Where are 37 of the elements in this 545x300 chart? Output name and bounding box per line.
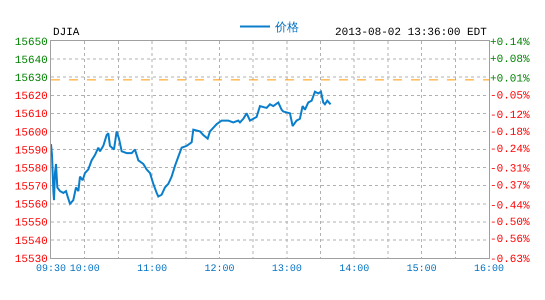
- y-tick-label: 15640: [14, 54, 48, 67]
- x-tick-label: 13:00: [272, 264, 302, 275]
- y-tick-label: 15650: [14, 36, 48, 49]
- y2-tick-label: -0.63%: [490, 254, 530, 266]
- y2-tick-label: -0.18%: [490, 127, 530, 140]
- x-tick-label: 10:00: [70, 264, 100, 275]
- x-tick-label: 15:00: [406, 264, 437, 275]
- y-tick-label: 15600: [14, 127, 48, 140]
- y2-tick-label: +0.14%: [490, 36, 530, 49]
- y-tick-label: 15540: [14, 236, 48, 248]
- chart-subtitle: 2013-08-02 13:36:00 EDT: [335, 27, 488, 39]
- y2-tick-label: -0.44%: [490, 200, 530, 212]
- y2-tick-label: +0.01%: [490, 73, 530, 86]
- y-tick-label: 15590: [14, 145, 48, 158]
- chart-title: DJIA: [53, 27, 80, 39]
- legend-label: 价格: [274, 20, 299, 34]
- line-series: [51, 90, 332, 205]
- y2-tick-label: -0.50%: [490, 217, 530, 230]
- y-tick-label: 15610: [14, 109, 48, 122]
- x-tick-label: 14:00: [339, 264, 370, 275]
- y-tick-label: 15560: [14, 200, 48, 212]
- y-tick-label: 15620: [14, 91, 48, 104]
- y-tick-label: 15580: [14, 163, 48, 176]
- y2-tick-label: -0.12%: [490, 110, 530, 122]
- y2-tick-label: -0.37%: [490, 180, 530, 193]
- x-tick-label: 12:00: [204, 264, 234, 275]
- y-tick-label: 15550: [14, 218, 48, 230]
- x-tick-label: 11:00: [137, 264, 168, 275]
- y-tick-label: 15630: [14, 73, 48, 86]
- x-tick-label: 16:00: [474, 264, 504, 275]
- y2-tick-label: -0.05%: [490, 90, 530, 102]
- y2-tick-label: -0.24%: [490, 144, 530, 156]
- y2-tick-label: +0.08%: [490, 54, 530, 66]
- y2-tick-label: -0.31%: [490, 164, 530, 176]
- x-tick-label: 09:30: [36, 264, 66, 275]
- y-tick-label: 15570: [14, 182, 48, 194]
- y2-tick-label: -0.56%: [490, 234, 530, 246]
